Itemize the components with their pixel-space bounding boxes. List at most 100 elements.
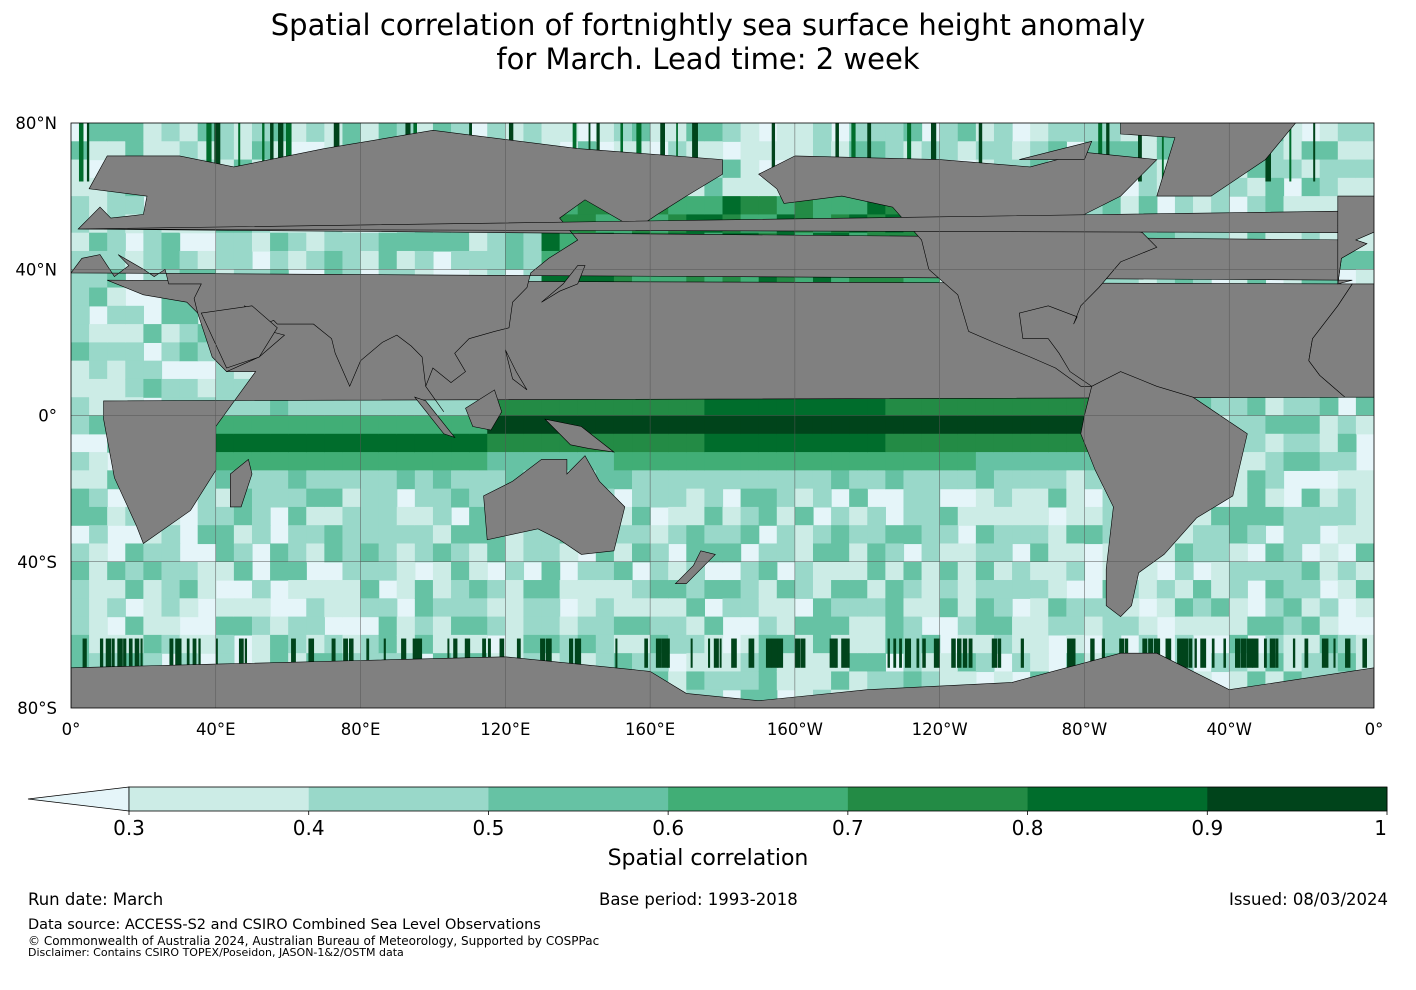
field-cell [324, 506, 344, 526]
field-cell [89, 397, 108, 417]
field-cell [179, 342, 199, 362]
field-cell [1066, 452, 1086, 471]
field-cell [125, 561, 144, 581]
field-cell [1345, 638, 1351, 668]
field-cell [676, 123, 678, 182]
field-cell [451, 488, 470, 508]
field-cell [776, 397, 796, 417]
field-cell [432, 488, 452, 508]
field-cell [1102, 616, 1122, 636]
field-cell [451, 580, 470, 599]
field-cell [505, 580, 525, 599]
field-cell [812, 488, 832, 508]
field-cell [577, 580, 597, 599]
field-cell [378, 470, 398, 490]
field-cell [251, 232, 271, 252]
field-cell [505, 250, 525, 270]
field-cell [867, 506, 886, 526]
field-cell [125, 141, 144, 161]
field-cell [78, 123, 84, 182]
land-africa-wrap [1308, 283, 1374, 398]
field-cell [1301, 415, 1321, 435]
field-cell [134, 638, 140, 668]
run-date: Run date: March [28, 890, 164, 909]
field-cell [776, 671, 796, 691]
field-cell [1193, 525, 1212, 545]
field-cell [722, 470, 742, 490]
field-cell [903, 433, 923, 453]
land-south-america [1080, 371, 1248, 617]
field-cell [107, 196, 126, 216]
field-cell [324, 250, 344, 270]
field-cell [632, 415, 651, 435]
field-cell [215, 250, 235, 270]
field-cell [975, 525, 995, 545]
field-cell [722, 671, 742, 691]
field-cell [903, 671, 923, 691]
field-cell [1283, 397, 1303, 417]
field-cell [360, 250, 380, 270]
field-cell [867, 543, 886, 563]
field-cell [89, 415, 108, 435]
field-cell [1182, 638, 1189, 668]
field-cell [251, 141, 271, 161]
field-cell [776, 415, 796, 435]
field-cell [1084, 616, 1104, 636]
field-cell [197, 525, 217, 545]
field-cell [1156, 598, 1176, 618]
field-cell [632, 488, 651, 508]
field-cell [288, 232, 307, 252]
field-cell [161, 232, 181, 252]
field-cell [758, 415, 778, 435]
field-cell [306, 488, 325, 508]
field-cell [1283, 561, 1303, 581]
field-cell [1229, 506, 1248, 526]
field-cell [523, 433, 543, 453]
field-cell [758, 543, 778, 563]
field-cell [1301, 561, 1321, 581]
field-cell [1030, 470, 1049, 490]
colorbar-segment [1207, 787, 1388, 811]
field-cell [1012, 616, 1031, 636]
field-cell [1084, 598, 1104, 618]
field-cell [650, 470, 669, 490]
field-cell [505, 123, 525, 142]
field-cell [740, 580, 760, 599]
field-cell [251, 397, 271, 417]
field-cell [1283, 543, 1303, 563]
field-cell [1066, 525, 1086, 545]
field-cell [632, 580, 651, 599]
field-cell [885, 598, 905, 618]
field-cell [1229, 616, 1248, 636]
field-cell [957, 580, 977, 599]
field-cell [636, 123, 642, 182]
field-cell [1030, 653, 1049, 673]
field-cell [722, 397, 742, 417]
field-cell [288, 123, 307, 142]
field-cell [812, 470, 832, 490]
field-cell [71, 506, 90, 526]
field-cell [523, 634, 543, 654]
field-cell [143, 360, 163, 380]
field-cell [414, 415, 434, 435]
field-cell [71, 177, 90, 197]
field-cell [613, 452, 633, 471]
field-cell [505, 232, 525, 252]
field-cell [613, 598, 633, 618]
field-cell [451, 616, 470, 636]
field-cell [903, 470, 923, 490]
field-cell [285, 123, 292, 182]
field-cell [306, 397, 325, 417]
map-panel: 80°N 40°N 0° 40°S 80°S 0° 40°E 80°E 120°E 160°E 1… [0, 110, 1416, 750]
field-cell [1301, 580, 1321, 599]
field-cell [179, 250, 199, 270]
field-cell [306, 232, 325, 252]
field-cell [71, 452, 90, 471]
field-cell [324, 433, 344, 453]
field-cell [1048, 452, 1067, 471]
field-cell [342, 397, 362, 417]
field-cell [957, 123, 977, 142]
field-cell [1319, 506, 1339, 526]
field-cell [451, 543, 470, 563]
field-cell [1174, 561, 1194, 581]
